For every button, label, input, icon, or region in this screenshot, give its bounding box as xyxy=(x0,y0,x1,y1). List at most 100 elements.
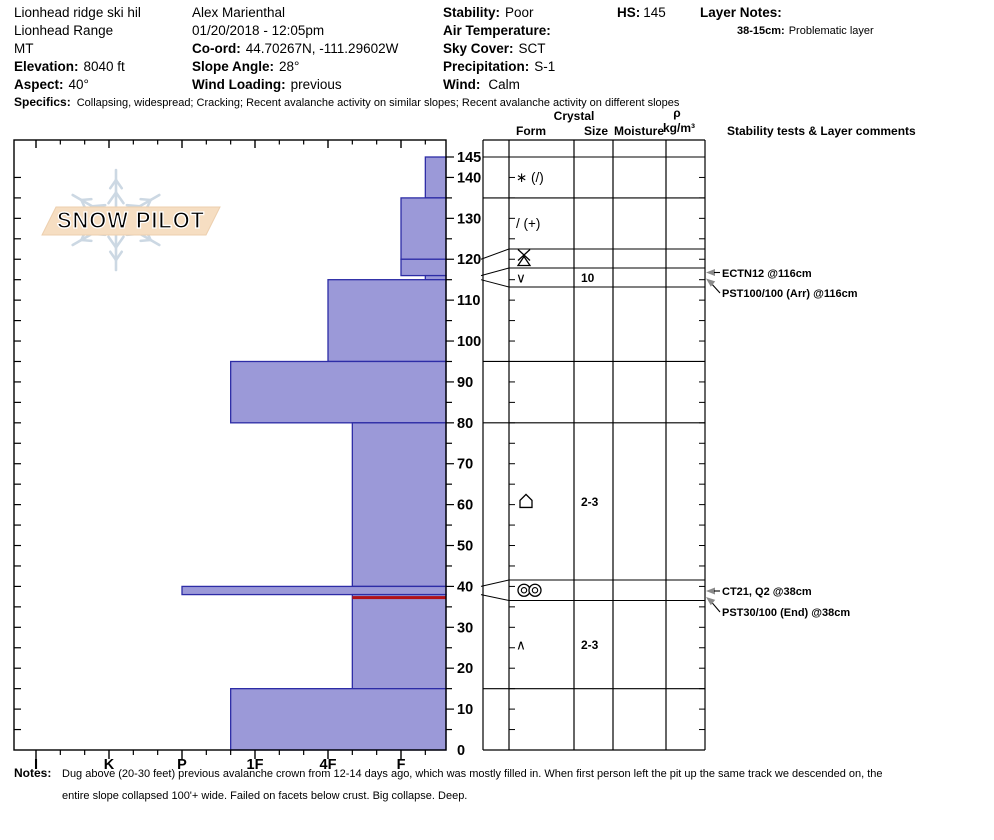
hardness-label-I: I xyxy=(34,757,38,773)
layer-notes-title: Layer Notes: xyxy=(700,5,782,20)
depth-label-30: 30 xyxy=(457,620,473,636)
snow-layer-bar-40-38cm xyxy=(181,585,447,596)
grain-form-symbol-melt-freeze-crust xyxy=(520,586,528,594)
snowflake-arm xyxy=(108,250,118,262)
row-connector-line-38cm xyxy=(480,594,510,601)
snowflake-arm xyxy=(114,235,125,249)
snowflake-arm xyxy=(80,197,93,202)
snowflake-arm xyxy=(114,191,125,205)
col-header-stability-tests: Stability tests & Layer comments xyxy=(727,124,916,138)
leader-line xyxy=(712,284,721,294)
notes-line-1: Dug above (20-30 feet) previous avalanch… xyxy=(62,768,883,780)
stability: Stability: Poor xyxy=(443,5,534,20)
specifics: Specifics: Collapsing, widespread; Cracki… xyxy=(14,95,680,109)
grain-form-symbol: ∨ xyxy=(516,270,526,285)
snowflake-arm xyxy=(114,178,124,190)
snow-layer-bar-135-120cm xyxy=(400,197,447,260)
left-arrow-icon xyxy=(706,269,715,276)
wind-loading: Wind Loading: previous xyxy=(192,77,342,92)
snowpilot-logo: SNOW PILOT xyxy=(41,168,221,272)
failure-plane-line xyxy=(352,596,446,600)
snow-layer-bar-145-135cm xyxy=(424,156,447,199)
grain-form-symbol-facets-rounding xyxy=(519,493,533,509)
stability-test-annotation: CT21, Q2 @38cm xyxy=(722,586,812,598)
grain-form-symbol: ∗ (/) xyxy=(516,170,544,185)
grain-size-value: 2-3 xyxy=(581,495,599,509)
col-header-form: Form xyxy=(516,124,546,138)
date-time: 01/20/2018 - 12:05pm xyxy=(192,23,324,38)
snowflake-arm xyxy=(139,197,152,202)
wind: Wind: Calm xyxy=(443,77,520,92)
grain-form-symbol-melt-freeze-crust xyxy=(517,583,531,597)
snowflake-arm xyxy=(108,178,118,190)
snow-layer-bar-80-40cm xyxy=(351,422,447,588)
depth-label-40: 40 xyxy=(457,579,473,595)
snowflake-arm xyxy=(114,250,124,262)
hardness-label-1F: 1F xyxy=(247,757,264,773)
notes-line-2: entire slope collapsed 100'+ wide. Faile… xyxy=(62,790,467,802)
grain-form-symbol: / (+) xyxy=(516,216,540,231)
observer: Alex Marienthal xyxy=(192,5,285,20)
hardness-label-K: K xyxy=(104,757,115,773)
depth-label-60: 60 xyxy=(457,498,473,514)
height-of-snow: HS: 145 xyxy=(617,5,666,20)
stability-test-annotation: PST100/100 (Arr) @116cm xyxy=(722,288,858,300)
grain-form-symbol-x-triangle xyxy=(516,255,532,267)
precipitation: Precipitation: S-1 xyxy=(443,59,555,74)
depth-label-80: 80 xyxy=(457,416,473,432)
air-temperature: Air Temperature: xyxy=(443,23,551,38)
depth-label-90: 90 xyxy=(457,375,473,391)
depth-label-130: 130 xyxy=(457,211,481,227)
row-connector-line-40cm xyxy=(480,579,510,587)
site-name: Lionhead ridge ski hil xyxy=(14,5,141,20)
snowflake-arm xyxy=(125,203,142,208)
aspect: Aspect: 40° xyxy=(14,77,89,92)
col-header-density-units: kg/m³ xyxy=(663,121,695,135)
col-header-density-symbol: ρ xyxy=(673,106,680,120)
leader-line xyxy=(712,602,721,613)
layer-note: 38-15cm: Problematic layer xyxy=(737,25,874,37)
snow-layer-bar-15-0cm xyxy=(230,688,447,751)
depth-label-0: 0 xyxy=(457,743,465,759)
state: MT xyxy=(14,41,34,56)
grain-form-symbol-x-triangle xyxy=(517,249,531,261)
depth-label-145: 145 xyxy=(457,150,481,166)
stability-test-annotation: ECTN12 @116cm xyxy=(722,268,812,280)
col-header-size: Size xyxy=(584,124,608,138)
left-arrow-icon xyxy=(706,587,715,595)
col-header-moisture: Moisture xyxy=(614,124,664,138)
snow-layer-bar-95-80cm xyxy=(230,360,447,424)
slope-angle: Slope Angle: 28° xyxy=(192,59,299,74)
grain-form-symbol-melt-freeze-crust xyxy=(528,583,542,597)
stability-test-annotation: PST30/100 (End) @38cm xyxy=(722,607,850,619)
header-block: Lionhead ridge ski hil Lionhead Range MT… xyxy=(14,5,874,109)
snowflake-arm xyxy=(107,235,118,249)
snow-layer-bar-120-116cm xyxy=(400,258,447,277)
notes-block: Notes: Dug above (20-30 feet) previous a… xyxy=(14,766,883,802)
snowflake-arm xyxy=(107,191,118,205)
grain-size-value: 2-3 xyxy=(581,638,599,652)
depth-label-70: 70 xyxy=(457,457,473,473)
snowflake-arm xyxy=(90,203,107,208)
depth-label-50: 50 xyxy=(457,539,473,555)
notes-label: Notes: xyxy=(14,766,51,780)
depth-label-140: 140 xyxy=(457,170,481,186)
snow-layer-bar-115-95cm xyxy=(327,279,447,363)
snowflake-arm xyxy=(80,238,93,243)
sky-cover: Sky Cover: SCT xyxy=(443,41,546,56)
grain-form-symbol-melt-freeze-crust xyxy=(531,586,539,594)
grain-size-value: 10 xyxy=(581,271,595,285)
profile-chart: I K P 1F 4F F14514013012011010090807060504030… xyxy=(13,139,858,773)
mountain-range: Lionhead Range xyxy=(14,23,113,38)
up-left-arrow-icon xyxy=(706,278,716,287)
hardness-label-4F: 4F xyxy=(320,757,337,773)
coordinates: Co-ord: 44.70267N, -111.29602W xyxy=(192,41,399,56)
row-connector-line-120cm xyxy=(480,248,510,260)
row-connector-line-116cm xyxy=(480,267,510,277)
depth-label-20: 20 xyxy=(457,661,473,677)
col-header-crystal: Crystal xyxy=(554,109,595,123)
grain-form-symbol: ∧ xyxy=(516,637,526,652)
hardness-label-P: P xyxy=(177,757,187,773)
